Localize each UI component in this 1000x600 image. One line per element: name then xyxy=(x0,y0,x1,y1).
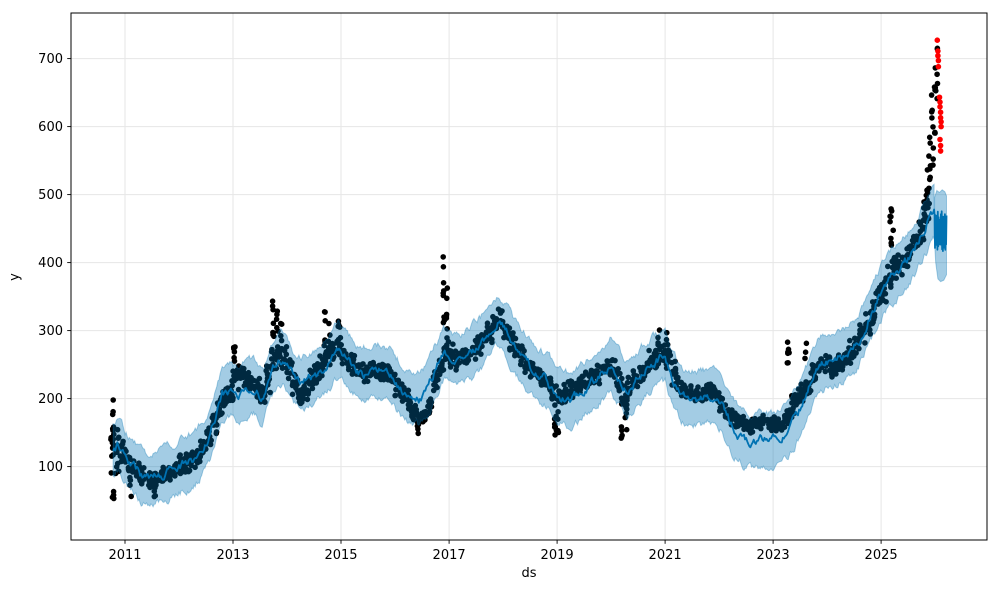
future-band-overlay xyxy=(934,189,947,282)
y-tick-label: 700 xyxy=(38,52,63,67)
tick-labels: 2011 2013 2015 2017 2019 2021 2023 2025 100 200 30… xyxy=(38,52,897,563)
uncertainty-band-overlay xyxy=(113,184,935,507)
x-tick-label: 2013 xyxy=(216,548,249,563)
x-tick-label: 2019 xyxy=(541,548,574,563)
y-tick-label: 500 xyxy=(38,188,63,203)
x-tick-label: 2025 xyxy=(865,548,898,563)
x-tick-label: 2011 xyxy=(108,548,141,563)
x-tick-label: 2021 xyxy=(649,548,682,563)
axis-ticks xyxy=(67,58,882,544)
y-axis-label: y xyxy=(7,273,23,281)
forecast-line xyxy=(112,208,948,481)
x-axis-label: ds xyxy=(521,566,537,581)
actual-points xyxy=(108,45,941,502)
y-tick-label: 200 xyxy=(38,392,63,407)
y-tick-label: 600 xyxy=(38,120,63,135)
y-tick-label: 300 xyxy=(38,324,63,339)
plot-border xyxy=(70,12,988,541)
y-tick-label: 100 xyxy=(38,460,63,475)
x-tick-label: 2015 xyxy=(324,548,357,563)
gridlines xyxy=(71,13,987,540)
x-tick-label: 2017 xyxy=(433,548,466,563)
y-tick-label: 400 xyxy=(38,256,63,271)
anomaly-points xyxy=(934,37,944,154)
x-tick-label: 2023 xyxy=(757,548,790,563)
